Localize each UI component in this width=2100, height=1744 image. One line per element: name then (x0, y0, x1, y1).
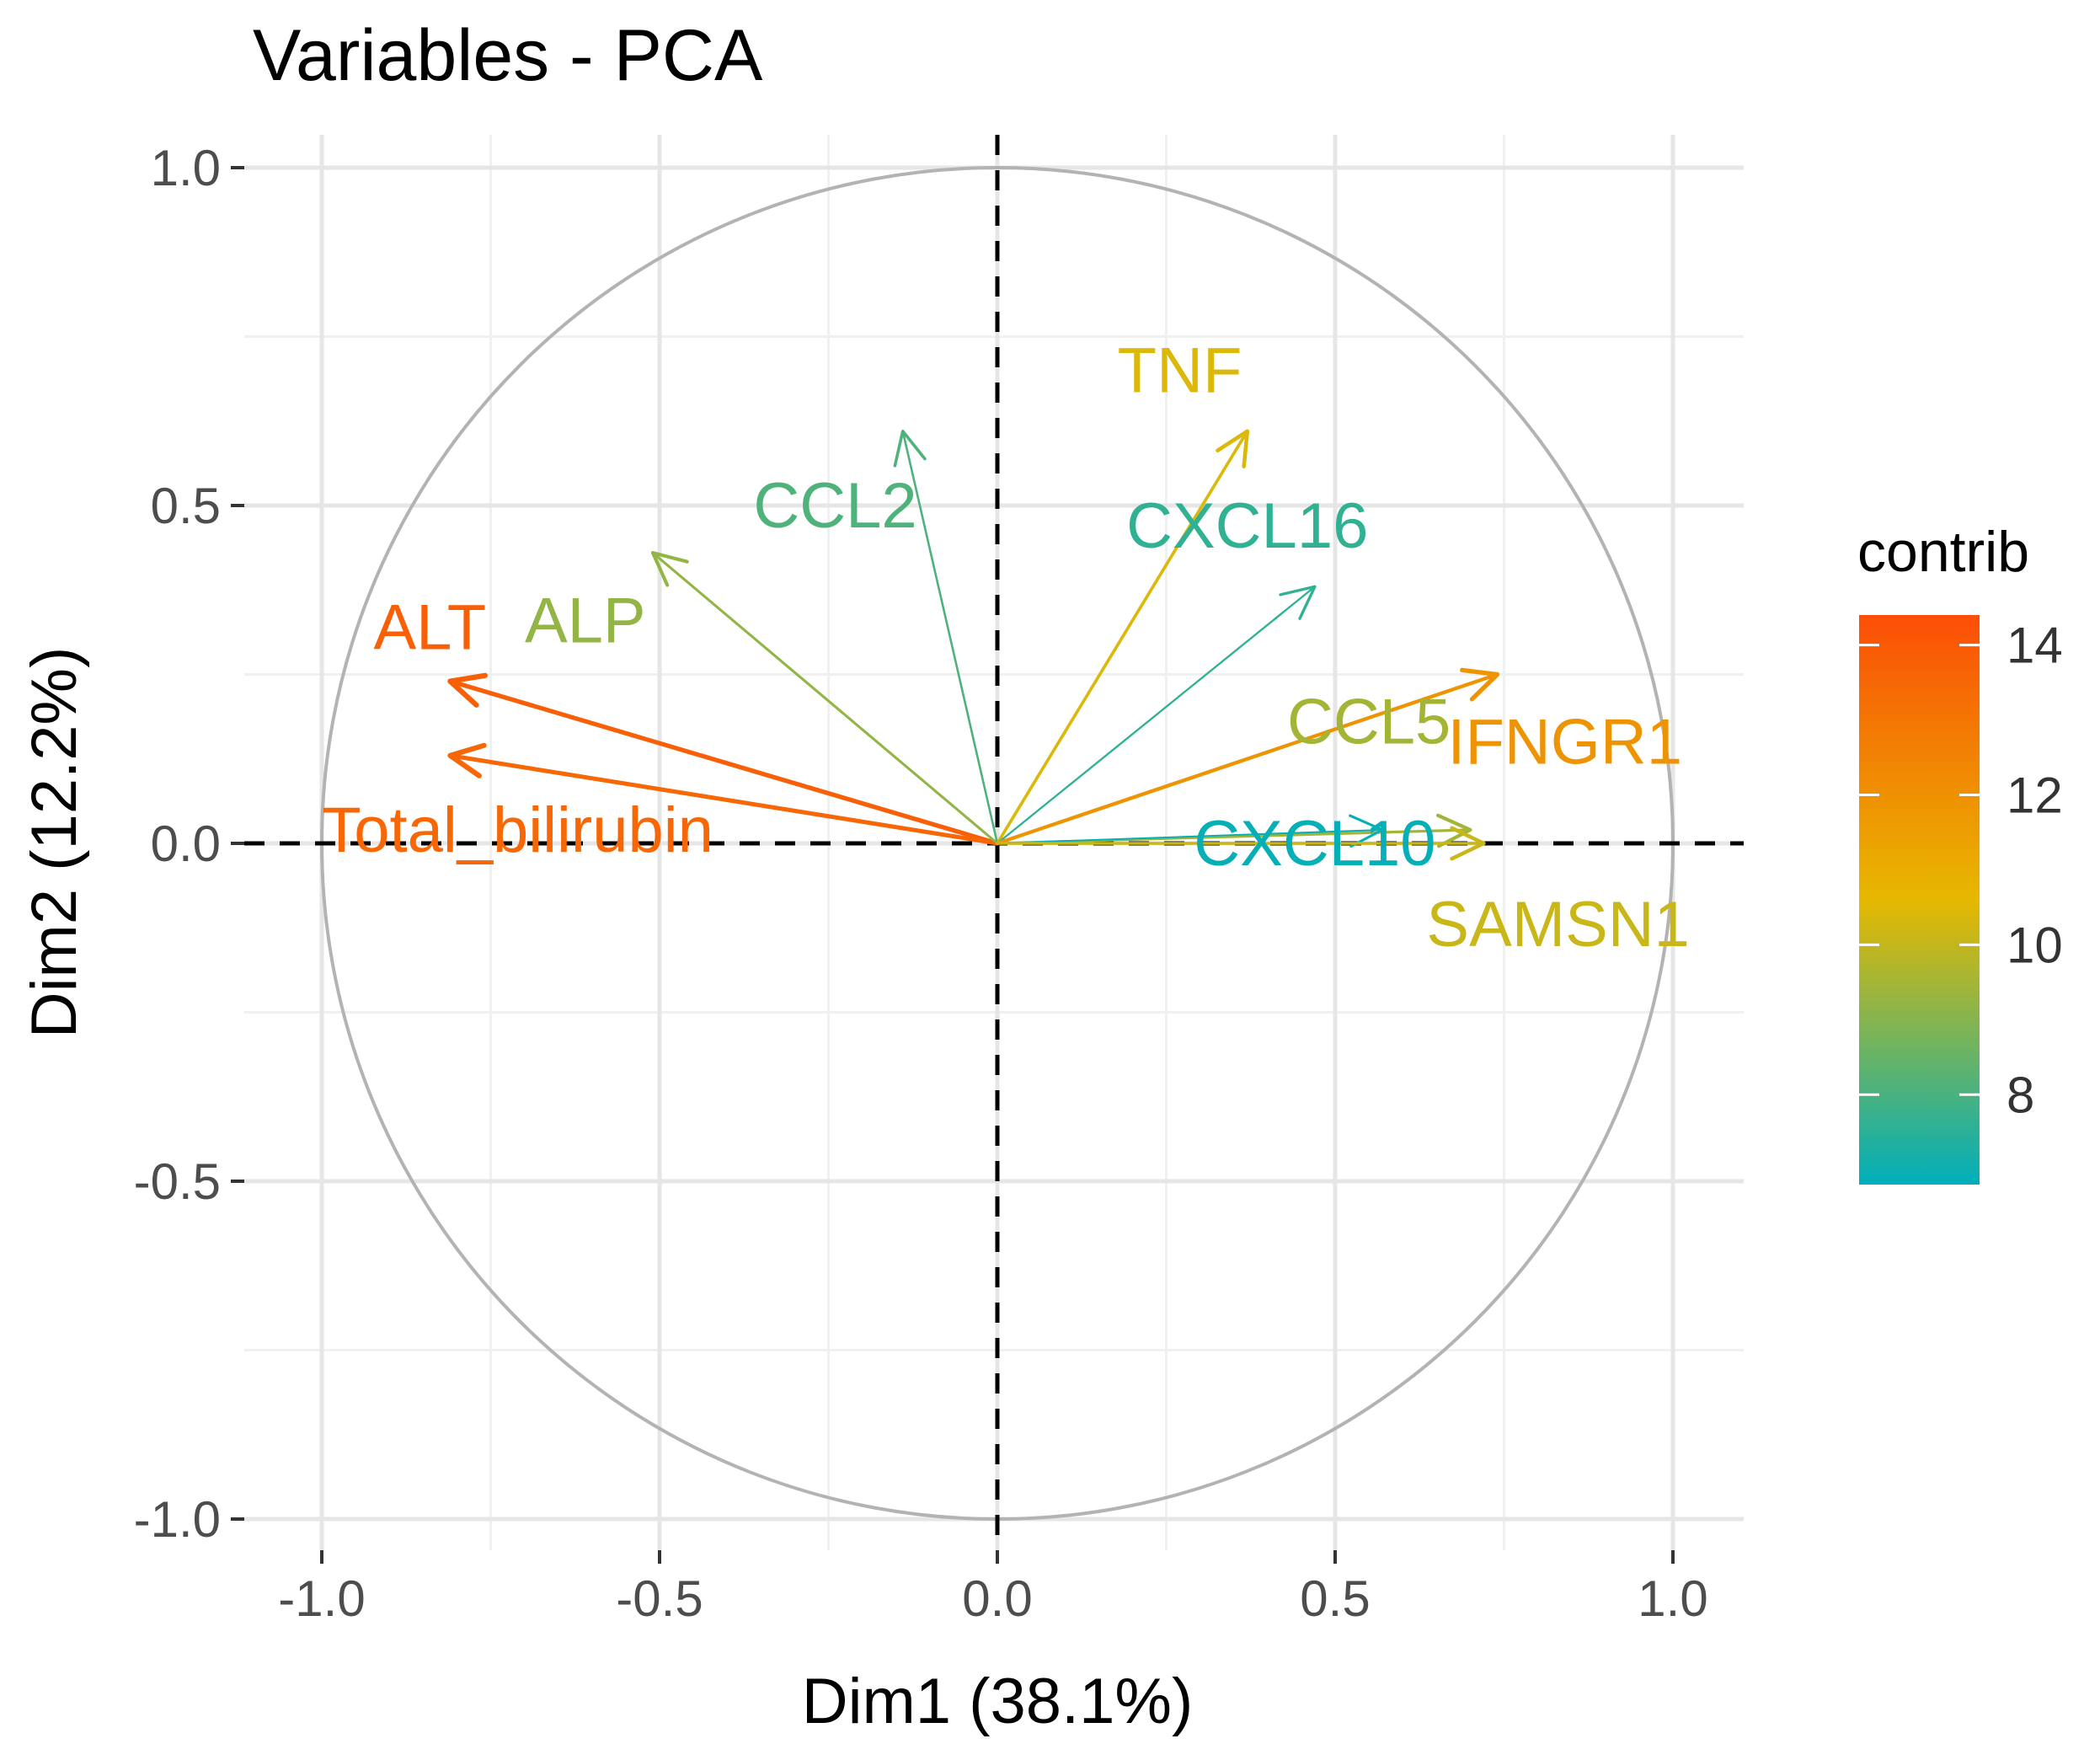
legend-title: contrib (1857, 520, 2029, 584)
label-ccl5: CCL5 (1287, 687, 1451, 758)
arrowhead-cxcl16 (1279, 585, 1317, 620)
legend-tick-label: 14 (2006, 618, 2063, 674)
arrow-ifngr1 (995, 672, 1499, 846)
arrowhead-ccl5 (1435, 813, 1472, 848)
label-ifngr1: IFNGR1 (1447, 707, 1682, 778)
label-cxcl10: CXCL10 (1194, 808, 1435, 880)
x-tick-label: 0.5 (1300, 1570, 1370, 1627)
arrowhead-alp (650, 551, 689, 587)
chart-title: Variables - PCA (253, 15, 763, 96)
plot-panel: ALT Total_bilirubin ALP CCL2 TNF CXCL16 IFNGR1… (244, 135, 1744, 1550)
contrib-legend: contrib 8 10 12 14 (1857, 520, 2063, 1185)
legend-tick-label: 8 (2006, 1067, 2034, 1123)
legend-colorbar (1859, 615, 1980, 1185)
arrow-ccl2 (901, 430, 999, 845)
label-total-bilirubin: Total_bilirubin (322, 794, 713, 866)
label-alp: ALP (525, 585, 646, 656)
legend-tick-label: 10 (2006, 917, 2063, 973)
label-cxcl16: CXCL16 (1126, 490, 1368, 562)
arrowhead-ccl2 (893, 429, 927, 468)
x-tick-label: 0.0 (962, 1570, 1032, 1627)
label-ccl2: CCL2 (753, 470, 916, 542)
y-tick-label: 0.5 (151, 478, 221, 534)
x-tick-label: -0.5 (616, 1570, 703, 1627)
x-tick-label: 1.0 (1638, 1570, 1707, 1627)
y-tick-label: -1.0 (134, 1491, 221, 1548)
arrow-alp (651, 551, 999, 845)
arrowhead-alt (447, 672, 488, 708)
arrow-cxcl10 (996, 828, 1384, 845)
y-tick-label: -0.5 (134, 1153, 221, 1210)
label-samsn1: SAMSN1 (1426, 889, 1690, 960)
y-tick-label: 0.0 (151, 816, 221, 872)
x-axis-label: Dim1 (38.1%) (802, 1666, 1194, 1737)
arrow-alt (447, 678, 1000, 846)
arrowhead-cxcl10 (1349, 814, 1384, 848)
arrowhead-total-bilirubin (447, 742, 487, 778)
arrowhead-ifngr1 (1460, 667, 1500, 702)
axes: -1.0 -0.5 0.0 0.5 1.0 -1.0 -0.5 0.0 0.5 1.0 (134, 140, 1708, 1627)
legend-tick-label: 12 (2006, 767, 2063, 823)
arrowhead-samsn1 (1450, 826, 1486, 861)
label-alt: ALT (373, 591, 486, 663)
arrow-tnf (996, 429, 1249, 845)
label-tnf: TNF (1118, 335, 1242, 407)
arrowhead-tnf (1216, 429, 1250, 468)
variable-vectors: ALT Total_bilirubin ALP CCL2 TNF CXCL16 IFNGR1… (322, 335, 1690, 961)
arrow-cxcl16 (996, 586, 1317, 845)
y-axis-label: Dim2 (12.2%) (19, 647, 90, 1039)
y-tick-label: 1.0 (151, 140, 221, 196)
arrow-total-bilirubin (447, 753, 1000, 846)
x-tick-label: -1.0 (278, 1570, 365, 1627)
